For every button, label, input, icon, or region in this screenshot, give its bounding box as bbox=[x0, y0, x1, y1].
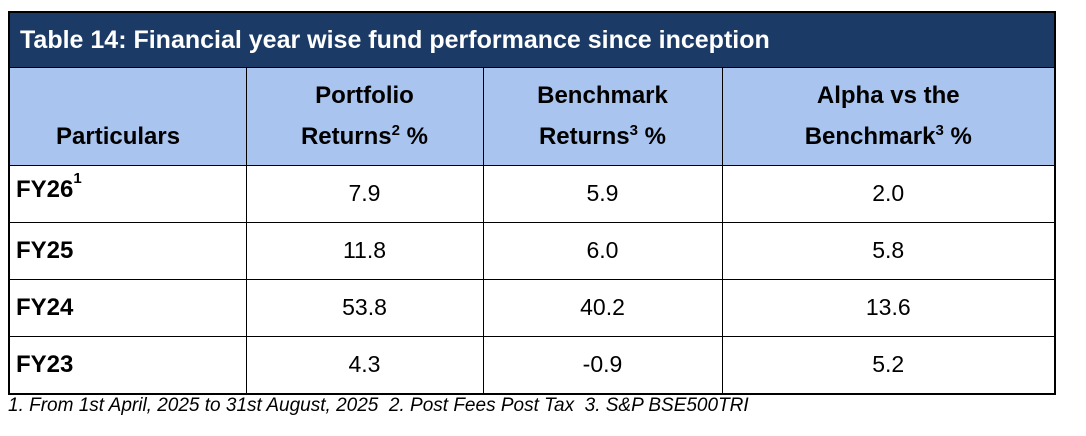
row-label: FY23 bbox=[10, 336, 247, 393]
benchmark-return-cell: 6.0 bbox=[483, 222, 723, 280]
portfolio-return-cell: 7.9 bbox=[246, 165, 484, 223]
header-benchmark-unit: % bbox=[638, 123, 667, 151]
header-benchmark-returns: Benchmark Returns3 % bbox=[483, 68, 723, 166]
header-benchmark-line2: Returns bbox=[538, 123, 630, 151]
header-portfolio-line2: Returns bbox=[300, 123, 392, 151]
footnote-ref-3: 3 bbox=[629, 122, 638, 140]
footnote-ref-1: 1 bbox=[73, 169, 82, 187]
table-footnote: 1. From 1st April, 2025 to 31st August, … bbox=[8, 395, 749, 416]
benchmark-return-cell: 40.2 bbox=[483, 279, 723, 337]
header-row: Particulars Portfolio Returns2 % Benchma… bbox=[10, 68, 1054, 166]
table-row: FY23 4.3 -0.9 5.2 bbox=[10, 336, 1054, 393]
table-row: FY25 11.8 6.0 5.8 bbox=[10, 222, 1054, 280]
row-label: FY25 bbox=[10, 222, 247, 280]
header-alpha: Alpha vs the Benchmark3 % bbox=[722, 68, 1054, 166]
alpha-cell: 2.0 bbox=[722, 165, 1054, 223]
header-portfolio-returns: Portfolio Returns2 % bbox=[246, 68, 484, 166]
header-alpha-line2: Benchmark bbox=[804, 123, 936, 151]
alpha-cell: 5.2 bbox=[872, 351, 905, 378]
table-row: FY24 53.8 40.2 13.6 bbox=[10, 279, 1054, 337]
header-particulars-label: Particulars bbox=[56, 122, 181, 150]
alpha-cell: 13.6 bbox=[722, 279, 1054, 337]
benchmark-return-cell: 5.9 bbox=[483, 165, 723, 223]
footnote-ref-3: 3 bbox=[935, 122, 944, 140]
portfolio-return-cell: 11.8 bbox=[246, 222, 484, 280]
table-title: Table 14: Financial year wise fund perfo… bbox=[10, 13, 1054, 68]
header-portfolio-line1: Portfolio bbox=[315, 82, 414, 110]
header-benchmark-line1: Benchmark bbox=[537, 82, 668, 110]
benchmark-return-cell: -0.9 bbox=[483, 336, 723, 393]
table-row: FY261 7.9 5.9 2.0 bbox=[10, 165, 1054, 223]
header-alpha-line1: Alpha vs the bbox=[816, 82, 960, 110]
performance-table: Table 14: Financial year wise fund perfo… bbox=[8, 11, 1056, 395]
performance-grid: Particulars Portfolio Returns2 % Benchma… bbox=[10, 68, 1054, 393]
row-label-text: FY26 bbox=[16, 175, 74, 203]
row-label: FY261 bbox=[10, 165, 247, 223]
footnote-ref-2: 2 bbox=[391, 122, 400, 140]
portfolio-return-cell: 53.8 bbox=[246, 279, 484, 337]
header-particulars: Particulars bbox=[10, 68, 247, 166]
portfolio-return-cell: 4.3 bbox=[246, 336, 484, 393]
alpha-cell: 5.8 bbox=[722, 222, 1054, 280]
header-portfolio-unit: % bbox=[400, 123, 429, 151]
header-alpha-unit: % bbox=[943, 123, 972, 151]
row-label: FY24 bbox=[10, 279, 247, 337]
